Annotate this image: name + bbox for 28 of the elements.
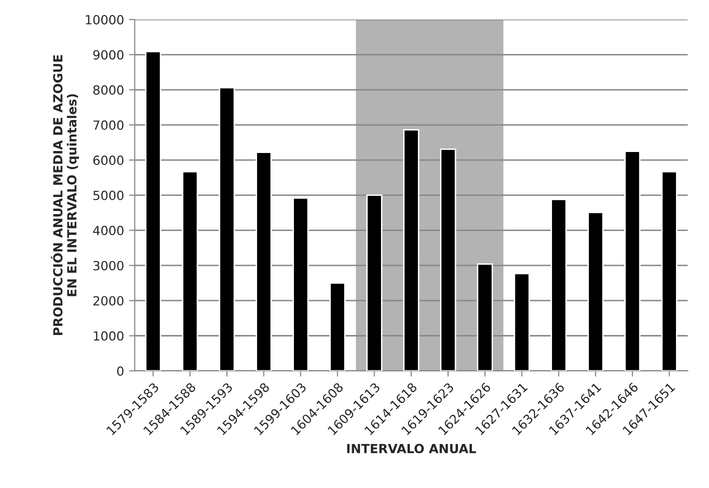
bar: [514, 272, 530, 371]
y-tick-label: 3000: [93, 260, 124, 270]
y-tick-label: 10000: [86, 14, 124, 24]
y-tick-label: 9000: [93, 50, 124, 60]
bar: [476, 263, 494, 371]
y-tick-label: 4000: [93, 226, 124, 236]
x-axis-title: INTERVALO ANUAL: [347, 444, 476, 454]
y-axis-title: PRODUCCIÓN ANUAL MEDIA DE AZOGUE EN EL INTERVALO (quintales): [50, 55, 79, 335]
bar: [624, 150, 640, 371]
y-tick-label: 0: [117, 366, 124, 376]
bar: [145, 50, 162, 371]
bar: [440, 148, 456, 371]
bar: [366, 194, 382, 371]
y-tick-label: 2000: [93, 296, 124, 306]
y-tick-label: 7000: [94, 120, 124, 130]
bar: [218, 86, 235, 371]
bar: [292, 197, 309, 371]
y-tick-label: 5000: [93, 190, 124, 200]
bar: [587, 212, 604, 371]
bar: [550, 198, 567, 371]
bar: [182, 170, 198, 371]
bar: [256, 152, 272, 371]
y-tick-label: 6000: [93, 156, 124, 165]
bar: [661, 170, 678, 371]
bar: [329, 282, 346, 371]
y-tick-label: 8000: [93, 85, 124, 95]
y-tick-label: 1000: [94, 331, 124, 341]
bar: [403, 129, 420, 371]
